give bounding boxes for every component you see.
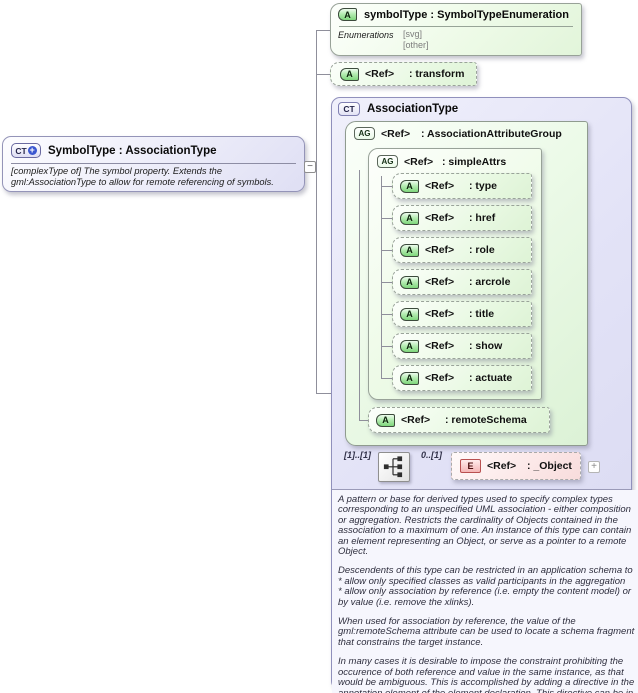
- attribute-icon: A: [400, 211, 419, 225]
- choice-glyph: [383, 456, 403, 478]
- symboltype-attribute-title: symbolType : SymbolTypeEnumeration: [364, 8, 569, 21]
- expand-handle[interactable]: +: [588, 461, 600, 473]
- attributegroup-name: : simpleAttrs: [442, 155, 507, 168]
- connector-attr-branch: [381, 250, 392, 251]
- attribute-icon: A: [400, 243, 419, 257]
- ref-label: <Ref>: [381, 127, 411, 140]
- ref-label: <Ref>: [401, 414, 431, 426]
- ref-label: <Ref>: [425, 340, 455, 352]
- attribute-icon: A: [400, 371, 419, 385]
- attribute-symboltype-box[interactable]: A symbolType : SymbolTypeEnumeration Enu…: [330, 3, 582, 56]
- attributegroup-icon: AG: [377, 155, 398, 168]
- plus-badge-icon: +: [27, 145, 37, 155]
- attribute-name: : show: [469, 340, 503, 352]
- connector-attr-branch: [381, 346, 392, 347]
- attribute-name: : role: [469, 244, 495, 256]
- attribute-icon: A: [376, 413, 395, 427]
- annotation-paragraph: When used for association by reference, …: [338, 616, 635, 648]
- ref-label: <Ref>: [365, 68, 395, 80]
- attribute-actuate-box[interactable]: A <Ref> : actuate: [392, 365, 532, 391]
- annotation-paragraph: In many cases it is desirable to impose …: [338, 656, 635, 693]
- connector-attr-branch: [381, 218, 392, 219]
- separator: [339, 26, 573, 27]
- attribute-arcrole-box[interactable]: A <Ref> : arcrole: [392, 269, 532, 295]
- attribute-role-box[interactable]: A <Ref> : role: [392, 237, 532, 263]
- annotation-text: A pattern or base for derived types used…: [332, 490, 638, 693]
- connector-attr-branch: [381, 314, 392, 315]
- element-object-box[interactable]: E <Ref> : _Object: [451, 452, 581, 480]
- base-type-title: AssociationType: [367, 103, 459, 115]
- attribute-name: : transform: [409, 68, 465, 80]
- collapse-handle[interactable]: −: [304, 161, 316, 173]
- connector-attrs-bracket: [381, 176, 382, 378]
- attribute-show-box[interactable]: A <Ref> : show: [392, 333, 532, 359]
- element-icon: E: [460, 459, 481, 473]
- annotation-paragraph: Descendents of this type can be restrict…: [338, 565, 633, 608]
- complextype-icon: CT: [338, 102, 360, 116]
- annotation-separator: [332, 489, 631, 490]
- attribute-name: : actuate: [469, 372, 513, 384]
- attribute-icon: A: [400, 275, 419, 289]
- enumeration-values: [svg] [other]: [403, 29, 429, 50]
- cardinality-inner-label: 0..[1]: [421, 450, 443, 460]
- connector-attr-branch: [381, 378, 392, 379]
- attribute-name: : href: [469, 212, 496, 224]
- connector-ag-bracket: [359, 170, 360, 420]
- complextype-extension-icon: CT +: [11, 143, 41, 158]
- element-name: : _Object: [527, 460, 572, 472]
- ref-label: <Ref>: [425, 276, 455, 288]
- connector-branch-transform: [317, 74, 331, 75]
- annotation-paragraph: A pattern or base for derived types used…: [338, 494, 632, 558]
- ref-label: <Ref>: [425, 244, 455, 256]
- attributegroup-name: : AssociationAttributeGroup: [421, 127, 562, 140]
- attribute-type-box[interactable]: A <Ref> : type: [392, 173, 532, 199]
- attribute-icon: A: [400, 179, 419, 193]
- connector-attr-branch: [381, 186, 392, 187]
- enumerations-label: Enumerations: [338, 30, 394, 40]
- ref-label: <Ref>: [425, 308, 455, 320]
- attribute-icon: A: [400, 339, 419, 353]
- attribute-icon: A: [340, 67, 359, 81]
- attribute-name: : arcrole: [469, 276, 511, 288]
- attribute-name: : title: [469, 308, 495, 320]
- choice-compositor-icon[interactable]: [378, 452, 410, 482]
- separator: [11, 163, 296, 164]
- ref-label: <Ref>: [425, 180, 455, 192]
- attribute-href-box[interactable]: A <Ref> : href: [392, 205, 532, 231]
- attribute-title-box[interactable]: A <Ref> : title: [392, 301, 532, 327]
- ref-label: <Ref>: [404, 155, 434, 168]
- cardinality-outer-label: [1]..[1]: [344, 450, 371, 460]
- ref-label: <Ref>: [487, 460, 517, 472]
- source-type-description: [complexType of] The symbol property. Ex…: [11, 166, 274, 187]
- source-type-title: SymbolType : AssociationType: [48, 144, 217, 157]
- attribute-name: : remoteSchema: [445, 414, 527, 426]
- ref-label: <Ref>: [425, 212, 455, 224]
- attributegroup-icon: AG: [354, 127, 375, 140]
- ref-label: <Ref>: [425, 372, 455, 384]
- attribute-transform-box[interactable]: A <Ref> : transform: [330, 62, 477, 86]
- ct-icon-label: CT: [15, 145, 27, 156]
- connector-attr-branch: [381, 282, 392, 283]
- attribute-remoteschema-box[interactable]: A <Ref> : remoteSchema: [368, 407, 550, 433]
- connector-branch-symboltype: [317, 30, 331, 31]
- attribute-icon: A: [400, 307, 419, 321]
- connector-trunk: [316, 30, 317, 394]
- attribute-icon: A: [338, 8, 357, 21]
- attribute-name: : type: [469, 180, 498, 192]
- connector-ag-branch: [359, 420, 368, 421]
- complextype-symboltype-box[interactable]: CT + SymbolType : AssociationType [comple…: [2, 136, 305, 192]
- connector-jog-h1: [316, 393, 338, 394]
